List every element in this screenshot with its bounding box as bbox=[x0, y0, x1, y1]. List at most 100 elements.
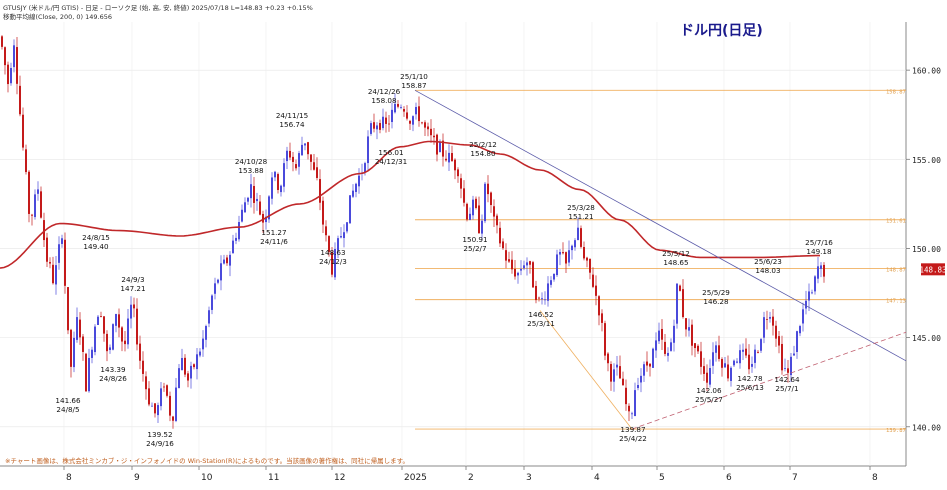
candle-down bbox=[46, 237, 48, 262]
annotation-line2: 156.74 bbox=[279, 120, 305, 129]
candle-down bbox=[646, 361, 648, 366]
candle-down bbox=[508, 259, 510, 262]
candle-up bbox=[799, 326, 801, 334]
candle-down bbox=[325, 226, 327, 236]
candle-up bbox=[814, 276, 816, 292]
candle-down bbox=[496, 215, 498, 226]
annotation-line1: 25/3/28 bbox=[567, 203, 595, 212]
candle-down bbox=[664, 341, 666, 354]
candle-down bbox=[478, 205, 480, 234]
candle-down bbox=[16, 47, 18, 84]
annotation-line2: 154.80 bbox=[470, 149, 496, 158]
annotation-line2: 25/2/7 bbox=[463, 244, 486, 253]
candle-up bbox=[811, 292, 813, 294]
candle-down bbox=[82, 336, 84, 352]
time-tick-label: 12 bbox=[334, 473, 345, 483]
annotation-line1: 156.01 bbox=[378, 148, 403, 157]
candle-down bbox=[169, 395, 171, 416]
candle-down bbox=[118, 314, 120, 328]
candle-down bbox=[133, 304, 135, 309]
candle-up bbox=[631, 413, 633, 415]
candle-down bbox=[475, 198, 477, 208]
candle-up bbox=[553, 273, 555, 280]
candle-up bbox=[229, 254, 231, 266]
candle-up bbox=[391, 109, 393, 123]
candle-up bbox=[244, 202, 246, 213]
time-tick-label: 3 bbox=[526, 473, 532, 483]
level-label: 147.13 bbox=[886, 299, 906, 305]
candle-down bbox=[592, 274, 594, 287]
trendline-resistance bbox=[414, 89, 907, 362]
candle-up bbox=[394, 103, 396, 113]
candle-up bbox=[796, 331, 798, 352]
annotation-line1: 24/8/15 bbox=[82, 233, 110, 242]
candle-down bbox=[703, 366, 705, 374]
level-label: 139.87 bbox=[886, 428, 906, 434]
candle-up bbox=[220, 263, 222, 281]
candle-down bbox=[649, 363, 651, 367]
candle-down bbox=[823, 264, 825, 277]
candle-down bbox=[511, 259, 513, 270]
trendlines-layer bbox=[414, 89, 907, 430]
candle-down bbox=[103, 316, 105, 334]
level-lines-layer: 158.87 151.61 148.87 147.13 139.87 bbox=[415, 89, 906, 434]
grid-layer bbox=[0, 22, 906, 466]
annotation-line2: 151.21 bbox=[568, 212, 593, 221]
candle-down bbox=[406, 112, 408, 119]
candle-down bbox=[418, 106, 420, 122]
candle-down bbox=[307, 142, 309, 155]
candle-up bbox=[742, 349, 744, 352]
time-tick-label: 2025 bbox=[404, 473, 427, 483]
annotation-line1: 142.78 bbox=[737, 374, 763, 383]
candle-down bbox=[499, 227, 501, 244]
candle-up bbox=[568, 250, 570, 263]
candle-down bbox=[226, 257, 228, 264]
candle-up bbox=[439, 142, 441, 152]
candle-down bbox=[19, 85, 21, 115]
annotation-line2: 25/7/1 bbox=[775, 384, 798, 393]
last-price-label: 148.83 bbox=[919, 265, 946, 274]
candle-down bbox=[22, 114, 24, 148]
candle-up bbox=[805, 300, 807, 309]
candle-up bbox=[577, 227, 579, 241]
candle-down bbox=[679, 285, 681, 291]
candle-up bbox=[238, 222, 240, 240]
candle-up bbox=[364, 163, 366, 173]
candle-down bbox=[40, 191, 42, 218]
annotation-line1: 25/5/29 bbox=[702, 288, 730, 297]
candle-down bbox=[184, 357, 186, 375]
candle-up bbox=[709, 368, 711, 385]
candle-up bbox=[376, 125, 378, 130]
candle-down bbox=[721, 359, 723, 368]
candle-up bbox=[739, 350, 741, 364]
candle-up bbox=[673, 325, 675, 343]
candle-down bbox=[694, 343, 696, 349]
candle-down bbox=[535, 285, 537, 301]
candle-down bbox=[319, 179, 321, 203]
candle-up bbox=[346, 222, 348, 232]
candle-down bbox=[598, 296, 600, 316]
candle-down bbox=[583, 247, 585, 259]
candle-down bbox=[457, 169, 459, 177]
candle-down bbox=[691, 324, 693, 346]
candle-down bbox=[493, 206, 495, 217]
candle-up bbox=[151, 405, 153, 407]
candle-up bbox=[214, 283, 216, 294]
annotation-line2: 25/3/11 bbox=[527, 319, 555, 328]
candle-down bbox=[505, 250, 507, 261]
candle-down bbox=[163, 386, 165, 388]
candle-up bbox=[115, 314, 117, 326]
candle-up bbox=[304, 143, 306, 146]
candle-up bbox=[793, 353, 795, 356]
candle-down bbox=[487, 183, 489, 195]
candle-up bbox=[208, 310, 210, 324]
candle-up bbox=[784, 368, 786, 369]
candle-up bbox=[190, 365, 192, 379]
time-tick-label: 10 bbox=[201, 473, 213, 483]
candle-down bbox=[451, 153, 453, 161]
candle-up bbox=[790, 356, 792, 376]
annotation-line1: 139.87 bbox=[620, 425, 645, 434]
candle-up bbox=[127, 318, 129, 345]
candle-up bbox=[550, 280, 552, 285]
